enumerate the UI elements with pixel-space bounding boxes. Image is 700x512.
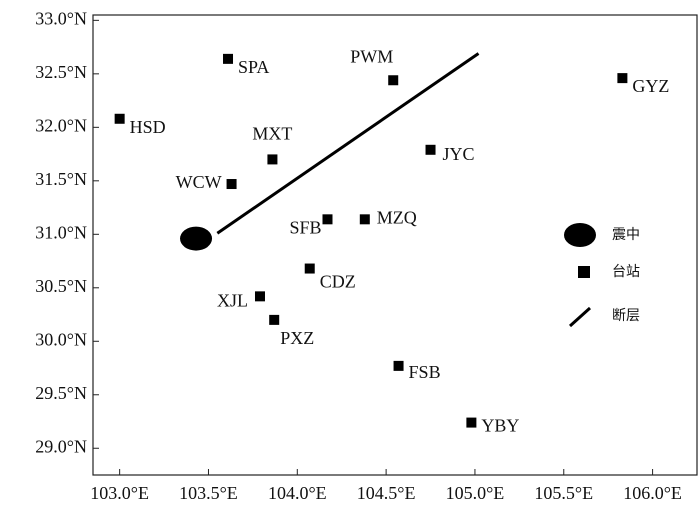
station-label: CDZ xyxy=(320,272,356,292)
station xyxy=(114,113,125,124)
legend-label: 震中 xyxy=(612,227,640,243)
x-tick-label: 103.0°E xyxy=(90,483,149,503)
legend-label: 断层 xyxy=(612,308,640,324)
station xyxy=(359,214,370,225)
x-tick-label: 103.5°E xyxy=(179,483,238,503)
station xyxy=(226,179,237,190)
station-label: PXZ xyxy=(280,328,314,348)
station xyxy=(322,214,333,225)
station xyxy=(388,75,399,86)
y-tick-label: 30.5°N xyxy=(35,276,87,296)
station xyxy=(269,314,280,325)
station-label: SFB xyxy=(289,217,321,237)
x-tick-label: 104.0°E xyxy=(268,483,327,503)
station xyxy=(425,144,436,155)
x-tick-label: 105.5°E xyxy=(534,483,593,503)
station-label: GYZ xyxy=(632,76,669,96)
x-tick-label: 104.5°E xyxy=(357,483,416,503)
x-tick-label: 106.0°E xyxy=(623,483,682,503)
station-label: HSD xyxy=(130,117,166,137)
epicenter xyxy=(180,226,213,251)
fault-line xyxy=(216,52,480,235)
station-label: MZQ xyxy=(377,207,417,227)
station xyxy=(466,417,477,428)
station xyxy=(254,291,265,302)
station-label: PWM xyxy=(350,46,393,66)
station-label: FSB xyxy=(409,362,441,382)
x-tick-label: 105.0°E xyxy=(446,483,505,503)
station xyxy=(304,263,315,274)
station-label: MXT xyxy=(252,124,292,144)
station-label: XJL xyxy=(217,290,248,310)
legend-marker xyxy=(568,306,592,328)
station xyxy=(393,360,404,371)
plot-frame xyxy=(92,14,698,476)
y-tick-label: 32.5°N xyxy=(35,62,87,82)
station-label: JYC xyxy=(443,144,475,164)
station xyxy=(223,53,234,64)
y-tick-label: 30.0°N xyxy=(35,329,87,349)
y-tick-label: 31.0°N xyxy=(35,222,87,242)
station-label: YBY xyxy=(481,416,519,436)
y-tick-label: 29.5°N xyxy=(35,383,87,403)
legend-marker xyxy=(564,223,596,247)
y-tick-label: 32.0°N xyxy=(35,115,87,135)
y-tick-label: 31.5°N xyxy=(35,169,87,189)
legend-marker xyxy=(578,266,590,278)
y-tick-label: 33.0°N xyxy=(35,8,87,28)
legend-label: 台站 xyxy=(612,264,640,280)
station xyxy=(617,73,628,84)
station xyxy=(267,154,278,165)
station-label: WCW xyxy=(176,172,222,192)
station-label: SPA xyxy=(238,57,269,77)
y-tick-label: 29.0°N xyxy=(35,436,87,456)
